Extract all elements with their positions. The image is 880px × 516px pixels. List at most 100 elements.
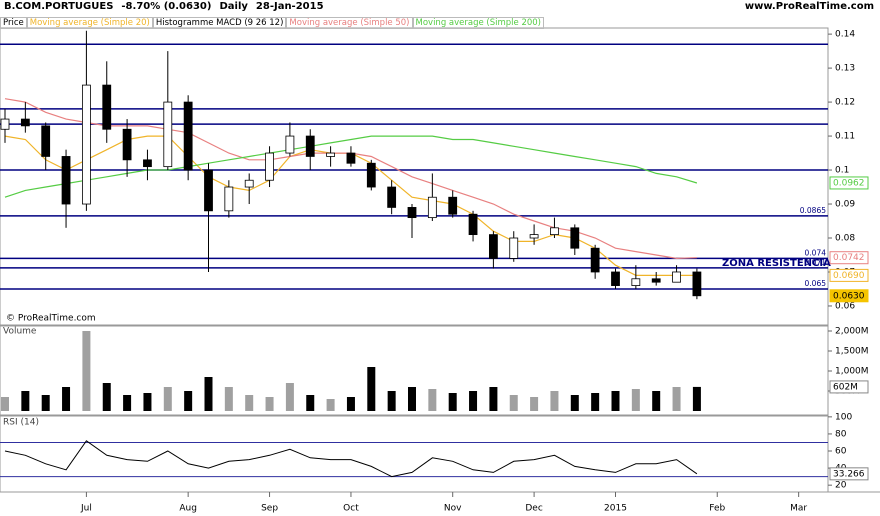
y-tick-label: 0.06 <box>835 301 855 311</box>
candle-body <box>204 169 213 212</box>
volume-bar <box>143 393 152 411</box>
volume-bar <box>367 367 376 411</box>
change: -8.70% (0.0630) <box>121 1 212 12</box>
rsi-panel <box>0 415 829 493</box>
volume-bar <box>387 391 396 411</box>
candle-body <box>82 84 91 205</box>
candle-body <box>285 135 295 154</box>
value-marker <box>829 380 869 394</box>
volume-bar <box>123 395 132 411</box>
x-tick-label: 2015 <box>604 504 627 514</box>
y-tick-label: 20 <box>835 481 847 491</box>
level-label: 0.0865 <box>800 206 826 215</box>
legend-item[interactable]: Price <box>0 17 27 29</box>
period: Daily <box>219 1 248 12</box>
legend-item[interactable]: Histogramme MACD (9 26 12) <box>152 17 287 29</box>
candle-body <box>550 227 559 236</box>
y-tick-label: 0.14 <box>835 30 855 40</box>
volume-bar <box>62 387 71 411</box>
value-marker-label: 0.0962 <box>833 178 865 188</box>
y-tick-label: 2,000M <box>835 327 869 337</box>
x-tick-label: Oct <box>343 504 359 514</box>
volume-bar <box>224 387 233 411</box>
volume-bar <box>611 391 620 411</box>
y-tick-label: 0.12 <box>835 98 855 108</box>
x-tick-label: Dec <box>525 504 542 514</box>
volume-bar <box>1 397 9 411</box>
value-marker-label: 0.0630 <box>833 291 865 301</box>
volume-bar <box>265 397 274 411</box>
volume-bar <box>245 395 254 411</box>
volume-bar <box>652 391 661 411</box>
candle-body <box>672 271 681 283</box>
rsi-title: RSI (14) <box>3 418 39 428</box>
volume-bar <box>692 386 701 411</box>
value-marker <box>829 467 869 481</box>
value-marker <box>829 289 869 303</box>
volume-bar <box>184 391 193 411</box>
candle-body <box>387 186 397 208</box>
volume-bar <box>306 395 315 411</box>
volume-bar <box>469 391 478 411</box>
value-marker <box>829 176 869 190</box>
volume-bar <box>82 331 91 411</box>
candle-body <box>0 118 10 130</box>
candle-body <box>346 152 356 164</box>
volume-bar <box>408 387 416 411</box>
candle-body <box>427 196 437 219</box>
x-tick-label: Jul <box>80 504 92 514</box>
volume-bar <box>672 387 681 411</box>
rsi-line <box>4 440 698 478</box>
copyright: © ProRealTime.com <box>6 314 96 324</box>
volume-title: Volume <box>3 327 37 337</box>
volume-bar <box>326 399 335 411</box>
volume-bar <box>530 397 539 411</box>
y-tick-label: 0.09 <box>835 200 855 210</box>
x-tick-label: Nov <box>444 504 462 514</box>
x-tick-label: Sep <box>261 504 278 514</box>
volume-bar <box>570 395 579 411</box>
value-marker-label: 0.0690 <box>833 271 865 281</box>
level-label: 0.074 <box>805 248 827 257</box>
annotation: ZONA RESISTENCIA <box>722 258 831 269</box>
y-tick-label: 0.1 <box>835 166 849 176</box>
legend-item[interactable]: Moving average (Simple 20) <box>26 17 153 29</box>
legend-item[interactable]: Moving average (Simple 200) <box>412 17 544 29</box>
x-tick-label: Feb <box>709 504 725 514</box>
candle-body <box>631 278 641 286</box>
y-tick-label: 1,500M <box>835 347 869 357</box>
candle-body <box>407 207 417 219</box>
candle-body <box>529 234 539 239</box>
y-tick-label: 1,000M <box>835 367 869 377</box>
value-marker <box>829 268 869 282</box>
volume-bar <box>21 391 30 411</box>
legend: Price Moving average (Simple 20) Histogr… <box>0 17 544 29</box>
header: B.COM.PORTUGUES -8.70% (0.0630) Daily 28-Ja… <box>4 1 332 12</box>
legend-item[interactable]: Moving average (Simple 50) <box>286 17 413 29</box>
candle-body <box>611 271 620 286</box>
candle-body <box>366 162 376 188</box>
y-tick-label: 60 <box>835 447 847 457</box>
candle-body <box>102 84 112 130</box>
volume-bar <box>102 383 111 411</box>
y-tick-label: 100 <box>835 412 852 422</box>
value-marker-label: 0.0742 <box>833 253 865 263</box>
candle-body <box>305 135 315 157</box>
price-panel <box>0 27 829 326</box>
y-tick-label: 80 <box>835 429 847 439</box>
x-tick-label: Aug <box>179 504 197 514</box>
candle-body <box>692 271 702 297</box>
volume-bar <box>204 377 213 411</box>
y-tick-label: 0.13 <box>835 64 855 74</box>
candle-body <box>224 186 234 212</box>
candle-body <box>61 156 71 205</box>
source: www.ProRealTime.com <box>744 1 874 12</box>
symbol: B.COM.PORTUGUES <box>4 1 114 12</box>
candle-body <box>163 101 173 168</box>
candle-body <box>468 213 478 236</box>
candle-body <box>326 152 336 157</box>
volume-bar <box>41 395 50 411</box>
candle-body <box>570 227 580 249</box>
candle-body <box>244 179 254 188</box>
